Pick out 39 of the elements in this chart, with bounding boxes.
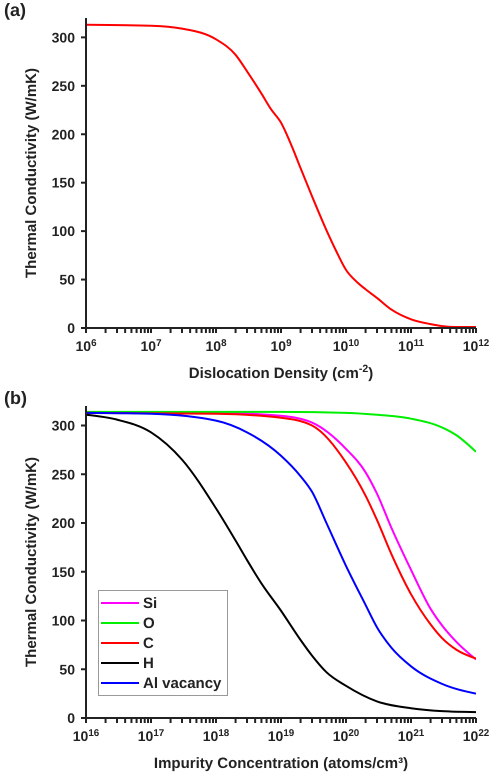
y-tick-label: 300 [52, 29, 76, 46]
x-tick-label: 10$^{9}$ [270, 338, 292, 354]
chart-title: (a) [4, 0, 26, 21]
x-tick-label: 10$^{19}$ [268, 728, 295, 744]
y-tick-label: 50 [59, 272, 76, 288]
y-axis-title: Thermal Conductivity (W/mK) [23, 68, 40, 278]
legend-label: O [143, 614, 155, 632]
x-tick-label: 10$^{20}$ [332, 728, 360, 744]
x-tick-label: 10$^{8}$ [205, 338, 228, 354]
x-tick-label: 10$^{12}$ [462, 338, 490, 354]
y-tick-label: 0 [67, 710, 76, 726]
x-tick-label: 10$^{6}$ [75, 338, 98, 354]
y-tick-label: 150 [52, 174, 76, 191]
x-axis-title: Impurity Concentration (atoms/cm³) [154, 755, 408, 772]
y-tick-label: 150 [52, 564, 76, 580]
y-axis-title: Thermal Conductivity (W/mK) [23, 456, 40, 668]
y-tick-label: 250 [52, 466, 76, 482]
legend-label: Si [143, 594, 158, 612]
y-tick-label: 200 [52, 515, 76, 531]
y-tick-label: 50 [59, 661, 76, 678]
y-tick-label: 250 [52, 78, 76, 94]
legend-label: H [143, 654, 154, 672]
y-tick-label: 200 [52, 126, 76, 142]
legend-label: C [143, 634, 154, 652]
y-tick-label: 100 [52, 612, 76, 628]
chart-title: (b) [4, 388, 27, 409]
legend-label: Al vacancy [143, 674, 222, 692]
x-tick-label: 10$^{7}$ [140, 338, 162, 354]
x-axis-title: Dislocation Density (cm$^{-2}$) [188, 363, 374, 382]
x-tick-label: 10$^{10}$ [332, 338, 360, 354]
x-tick-label: 10$^{21}$ [398, 728, 425, 744]
x-tick-label: 10$^{16}$ [72, 728, 100, 744]
y-tick-label: 100 [52, 223, 76, 240]
x-tick-label: 10$^{11}$ [398, 338, 425, 354]
x-tick-label: 10$^{18}$ [202, 728, 230, 744]
x-tick-label: 10$^{22}$ [462, 728, 490, 744]
y-tick-label: 0 [67, 320, 76, 336]
x-tick-label: 10$^{17}$ [138, 728, 165, 744]
y-tick-label: 300 [52, 418, 76, 434]
